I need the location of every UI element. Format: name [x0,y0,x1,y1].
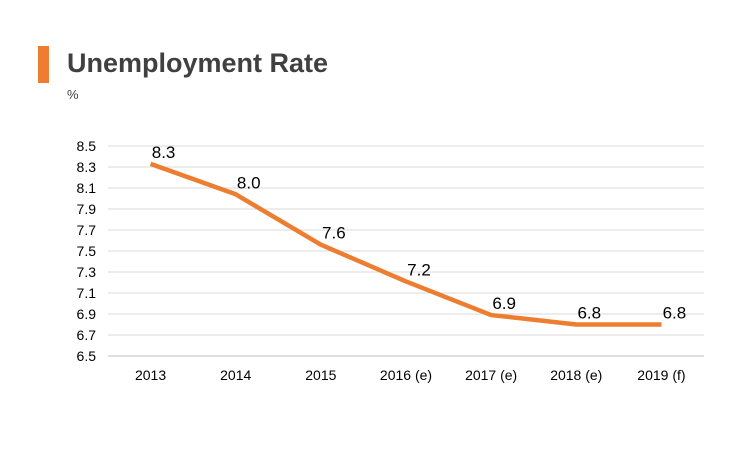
x-tick-label: 2019 (f) [637,367,685,383]
y-tick-label: 6.5 [77,348,97,364]
x-tick-label: 2017 (e) [465,367,517,383]
y-tick-label: 7.7 [77,222,97,238]
data-label: 6.8 [663,304,687,323]
y-tick-label: 7.3 [77,264,97,280]
chart-title: Unemployment Rate [67,48,329,78]
x-tick-label: 2015 [305,367,336,383]
y-axis-ticks: 6.5 6.7 6.9 7.1 7.3 7.5 7.7 7.9 8.1 8.3 8.5 [77,138,97,364]
y-tick-label: 7.1 [77,285,97,301]
y-tick-label: 7.5 [77,243,97,259]
y-tick-label: 6.7 [77,327,97,343]
x-tick-label: 2013 [135,367,166,383]
y-tick-label: 8.3 [77,159,97,175]
title-accent-bar [38,46,49,83]
data-label: 7.2 [407,260,431,279]
data-label: 8.3 [152,143,176,162]
data-label: 6.8 [577,304,601,323]
x-tick-label: 2018 (e) [550,367,602,383]
data-label: 6.9 [492,294,516,313]
x-axis-ticks: 2013 2014 2015 2016 (e) 2017 (e) 2018 (e) 2019… [135,367,686,383]
data-label: 7.6 [322,224,346,243]
gridlines [108,145,704,357]
series-layer [149,161,662,327]
x-tick-label: 2014 [220,367,251,383]
y-tick-label: 8.1 [77,180,97,196]
x-tick-label: 2016 (e) [380,367,432,383]
y-tick-label: 7.9 [77,201,97,217]
unit-label: % [67,87,79,102]
data-label: 8.0 [237,173,261,192]
y-tick-label: 6.9 [77,306,97,322]
data-labels: 8.3 8.0 7.6 7.2 6.9 6.8 6.8 [152,143,686,323]
y-tick-label: 8.5 [77,138,97,154]
